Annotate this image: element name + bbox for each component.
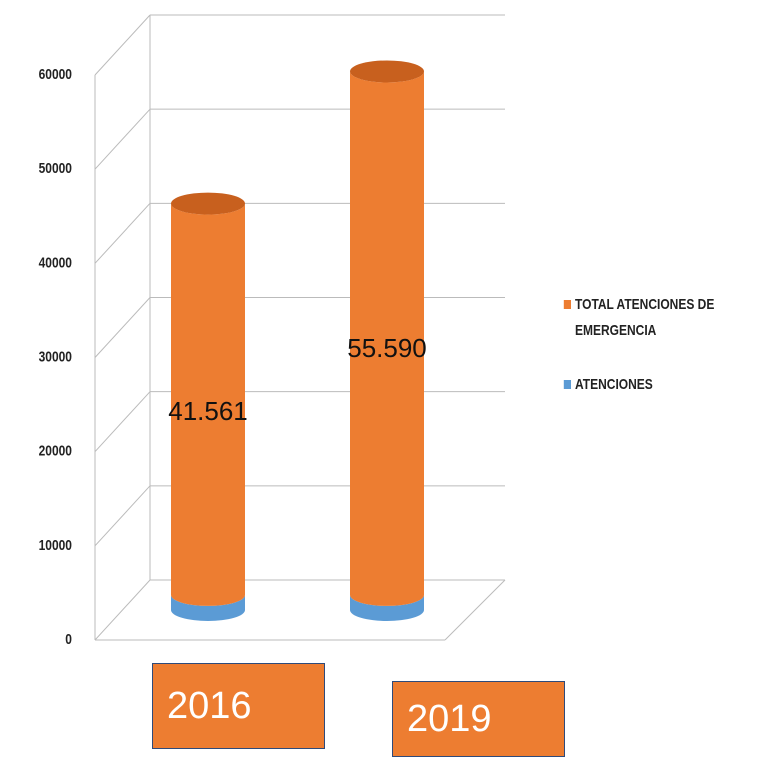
legend-swatch (563, 380, 571, 389)
data-label: 41.561 (168, 396, 248, 426)
legend-label: TOTAL ATENCIONES DE EMERGENCIA (575, 296, 715, 339)
cylinder-segment (171, 594, 245, 621)
grid-line (94, 202, 151, 264)
legend-item: ATENCIONES (563, 372, 735, 398)
y-tick-label: 40000 (39, 254, 72, 271)
y-tick-label: 10000 (39, 537, 72, 554)
grid-line (94, 391, 151, 453)
grid-line (94, 485, 151, 547)
cylinder-segment (350, 71, 424, 606)
data-label: 55.590 (347, 333, 427, 363)
grid-line (94, 579, 151, 641)
grid-line (94, 297, 151, 358)
legend-label: ATENCIONES (575, 376, 653, 393)
y-tick-label: 60000 (39, 66, 72, 83)
cylinder-top (171, 192, 245, 215)
category-label: 2016 (152, 663, 325, 749)
legend-swatch (563, 300, 571, 309)
cylinder-top (350, 60, 424, 83)
cylinder-segment (171, 203, 245, 606)
grid-line (94, 14, 151, 76)
grid-line (94, 108, 151, 170)
legend-item: TOTAL ATENCIONES DE EMERGENCIA (563, 292, 735, 344)
y-tick-label: 30000 (39, 348, 72, 365)
y-tick-label: 0 (65, 631, 72, 648)
category-label: 2019 (392, 681, 565, 757)
floor-edge (444, 579, 506, 641)
y-tick-label: 20000 (39, 442, 72, 459)
y-tick-label: 50000 (39, 160, 72, 177)
cylinder-segment (350, 594, 424, 621)
